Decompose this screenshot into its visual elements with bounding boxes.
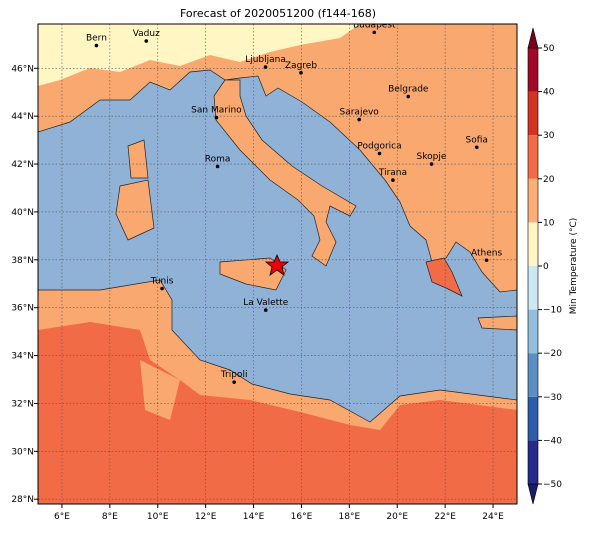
x-tick-label: 24°E bbox=[482, 512, 504, 522]
city-dot bbox=[299, 71, 303, 75]
colorbar-bin bbox=[528, 266, 538, 310]
city-dot bbox=[160, 286, 164, 291]
x-tick-label: 16°E bbox=[291, 512, 313, 522]
italy bbox=[213, 79, 357, 267]
sardinia bbox=[115, 179, 155, 241]
city-dot bbox=[214, 115, 219, 120]
city-label: Budapest bbox=[353, 20, 396, 30]
x-tick-label: 8°E bbox=[102, 512, 118, 522]
city-label: Skopje bbox=[417, 152, 447, 162]
city-label: Ljubljana bbox=[245, 55, 286, 65]
x-tick-label: 22°E bbox=[434, 512, 456, 522]
city-label: Athens bbox=[471, 248, 502, 258]
alps-patch bbox=[38, 24, 360, 86]
colorbar-label: Min Temperature (°C) bbox=[569, 218, 579, 315]
city-label: Podgorica bbox=[357, 142, 401, 152]
city-dot bbox=[144, 39, 149, 43]
colorbar-tick-label: 40 bbox=[543, 88, 555, 98]
city-label: Sofia bbox=[466, 135, 488, 145]
city-dot bbox=[263, 308, 268, 312]
colorbar-tick-label: 0 bbox=[543, 262, 549, 272]
city-label: Tunis bbox=[150, 277, 174, 287]
colorbar-tick-label: −20 bbox=[543, 349, 562, 359]
x-tick-label: 20°E bbox=[386, 512, 408, 522]
colorbar: −50 −40 −30 −20 −10 0 10 20 30 40 50 bbox=[527, 27, 562, 505]
city-label: Sarajevo bbox=[340, 108, 380, 118]
y-tick-label: 34°N bbox=[11, 352, 34, 362]
colorbar-bin bbox=[528, 178, 538, 223]
crete bbox=[477, 315, 517, 331]
y-tick-label: 28°N bbox=[11, 495, 34, 505]
city-dot bbox=[406, 94, 411, 99]
x-tick-label: 6°E bbox=[54, 512, 70, 522]
y-tick-label: 32°N bbox=[11, 399, 34, 409]
africa-patch bbox=[140, 360, 180, 420]
city-label: Bern bbox=[86, 34, 107, 44]
colorbar-tick-label: −10 bbox=[543, 306, 562, 316]
map-title: Forecast of 2020051200 (f144-168) bbox=[180, 7, 376, 20]
colorbar-tick-label: 10 bbox=[543, 218, 555, 228]
colorbar-tick-label: −30 bbox=[543, 393, 562, 403]
y-tick-label: 40°N bbox=[11, 208, 34, 218]
x-tick-label: 12°E bbox=[195, 512, 217, 522]
colorbar-extend-low bbox=[527, 483, 539, 505]
city-label: Roma bbox=[205, 154, 231, 164]
city-dot bbox=[429, 162, 434, 166]
city-dot bbox=[94, 43, 99, 48]
sicily bbox=[219, 257, 287, 291]
colorbar-tick-label: 50 bbox=[543, 44, 555, 54]
city-label: Tirana bbox=[378, 168, 407, 178]
city-label: La Valette bbox=[243, 298, 288, 308]
colorbar-bin bbox=[528, 91, 538, 136]
y-tick-label: 42°N bbox=[11, 160, 34, 170]
colorbar-bin bbox=[528, 48, 538, 92]
x-tick-label: 18°E bbox=[339, 512, 361, 522]
city-label: Vaduz bbox=[133, 29, 160, 39]
colorbar-tick-label: −40 bbox=[543, 436, 562, 446]
colorbar-bin bbox=[528, 309, 538, 354]
city-dot bbox=[215, 164, 220, 169]
map-frame bbox=[37, 23, 518, 505]
city-dot bbox=[474, 145, 479, 150]
colorbar-tick-label: −50 bbox=[543, 480, 562, 490]
colorbar-bin bbox=[528, 353, 538, 397]
colorbar-tick-label: 30 bbox=[543, 131, 555, 141]
city-dot bbox=[391, 178, 395, 182]
peloponnese bbox=[425, 257, 463, 297]
city-dot bbox=[357, 117, 361, 122]
axes: 6°E 8°E 10°E 12°E 14°E 16°E 18°E 20°E 22°E 24°E 28… bbox=[11, 64, 504, 522]
city-dot bbox=[377, 151, 382, 156]
city-label: Zagreb bbox=[285, 61, 317, 71]
y-tick-label: 46°N bbox=[11, 64, 34, 74]
city-dot bbox=[232, 380, 236, 384]
colorbar-bin bbox=[528, 222, 538, 266]
city-label: Tripoli bbox=[220, 370, 248, 380]
colorbar-bin bbox=[528, 135, 538, 179]
star-marker bbox=[264, 253, 290, 276]
x-tick-label: 10°E bbox=[147, 512, 169, 522]
x-tick-label: 14°E bbox=[243, 512, 265, 522]
y-tick-label: 36°N bbox=[11, 304, 34, 314]
city-dot bbox=[484, 258, 489, 263]
graticule bbox=[38, 24, 517, 504]
colorbar-extend-high bbox=[527, 27, 539, 49]
y-tick-label: 30°N bbox=[11, 447, 34, 457]
city-dot bbox=[263, 65, 268, 69]
city-dot bbox=[372, 30, 377, 35]
y-tick-label: 44°N bbox=[11, 112, 34, 122]
colorbar-tick-label: 20 bbox=[543, 175, 555, 185]
colorbar-bin bbox=[528, 440, 538, 484]
city-label: San Marino bbox=[191, 106, 242, 116]
corsica bbox=[127, 139, 149, 179]
city-label: Belgrade bbox=[388, 85, 429, 95]
colorbar-bin bbox=[528, 396, 538, 441]
y-tick-label: 38°N bbox=[11, 256, 34, 266]
